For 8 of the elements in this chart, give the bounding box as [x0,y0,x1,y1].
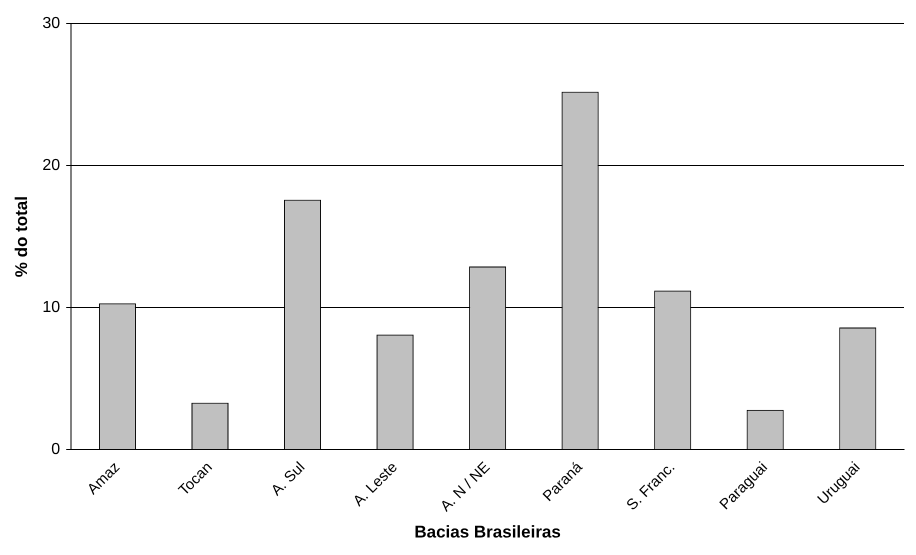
y-tick-label: 10 [42,299,60,316]
x-tick-label: A. Sul [268,458,308,500]
y-tick-label: 30 [42,15,60,32]
y-tick-label: 0 [51,441,60,458]
y-axis-title: % do total [12,196,31,278]
x-tick-label: A. N / NE [437,458,494,515]
y-tick-label: 20 [42,157,60,174]
x-axis-title: Bacias Brasileiras [414,522,561,542]
